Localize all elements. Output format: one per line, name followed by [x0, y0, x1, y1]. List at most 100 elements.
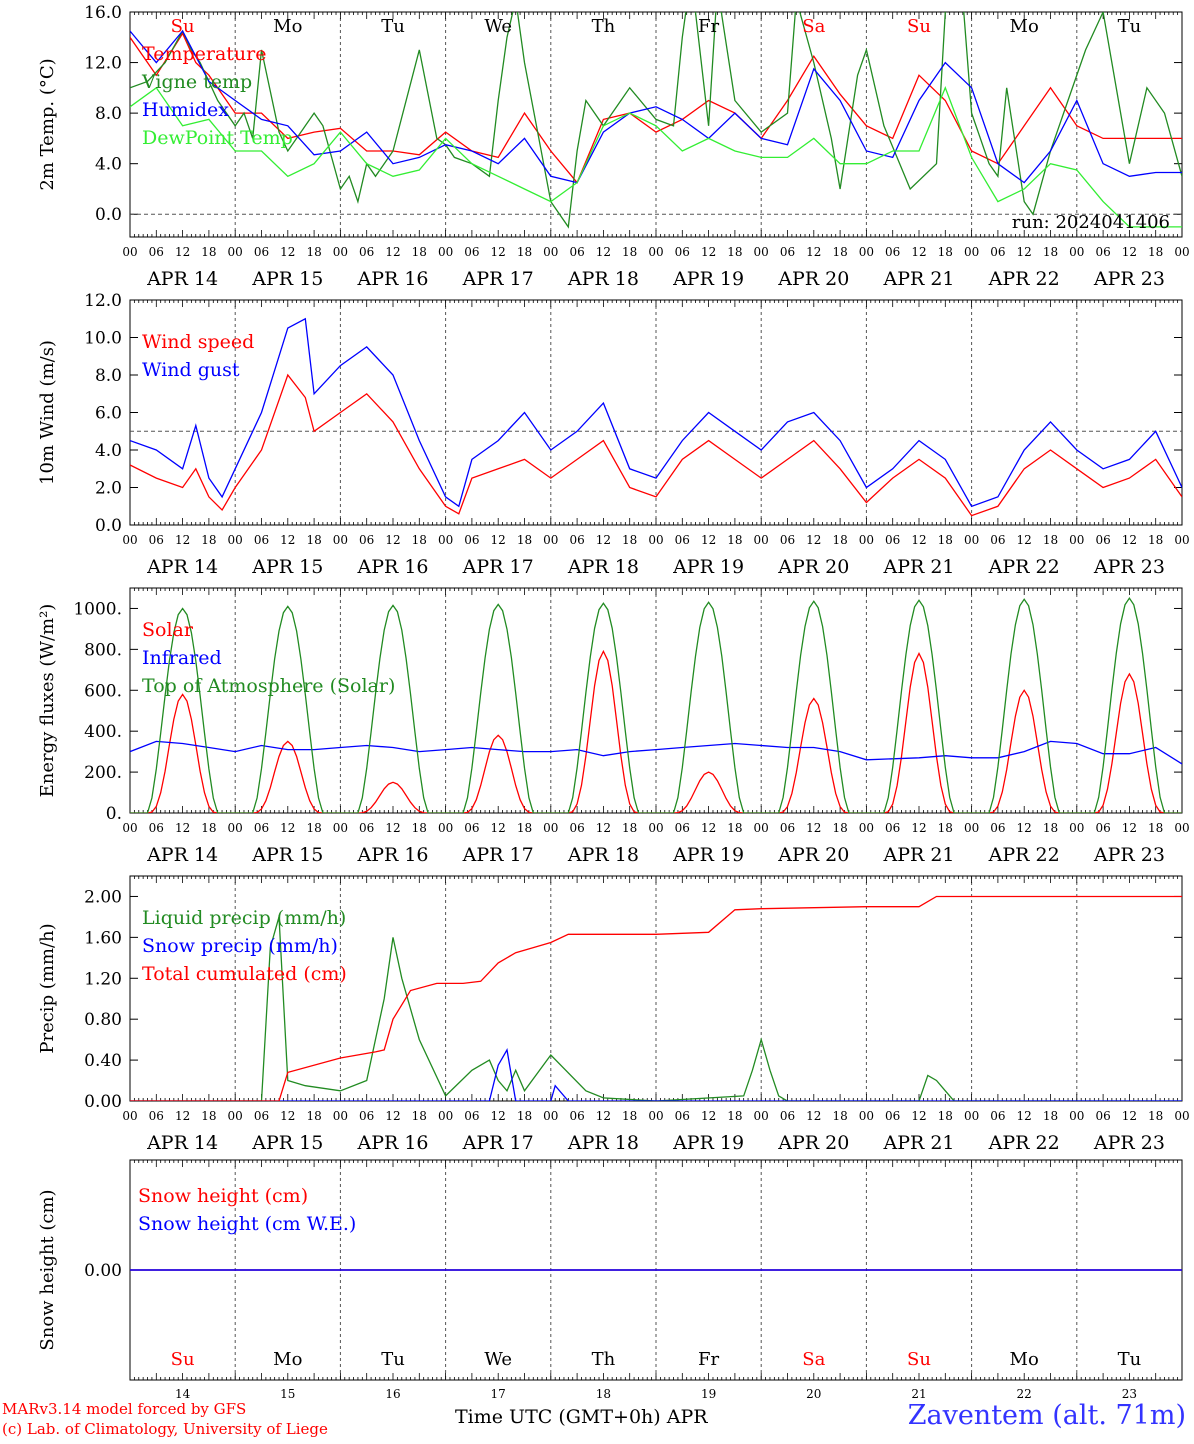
date-label: APR 16: [356, 268, 428, 290]
day-number: 17: [491, 1387, 506, 1401]
y-axis-label: 2m Temp. (°C): [37, 58, 58, 190]
panel-temperature: 0.0 4.0 8.0 12.0 16.0 2m Temp. (°C) Temperatur…: [37, 3, 1190, 290]
hour-label: 00: [333, 821, 348, 835]
hour-label: 06: [990, 245, 1005, 259]
panel-precip: 0.00 0.40 0.80 1.20 1.60 2.00 Precip (mm/h) Liq…: [37, 875, 1190, 1154]
y-tick-label: 0.0: [95, 205, 122, 225]
x-axis-label: Time UTC (GMT+0h) APR: [455, 1406, 708, 1428]
y-tick-label: 0.40: [84, 1051, 122, 1071]
hour-label: 00: [438, 821, 453, 835]
hour-label: 00: [543, 1109, 558, 1123]
series-line-red: [130, 895, 1182, 1101]
hour-label: 06: [780, 1109, 795, 1123]
hour-label: 06: [780, 245, 795, 259]
y-tick-label: 1000.: [73, 599, 122, 619]
hour-label: 18: [832, 821, 847, 835]
hour-label: 00: [333, 245, 348, 259]
hour-label: 00: [754, 533, 769, 547]
hour-label: 00: [122, 245, 137, 259]
hour-label: 06: [569, 533, 584, 547]
hour-label: 12: [806, 245, 821, 259]
hour-label: 18: [412, 821, 427, 835]
hour-label: 18: [1043, 821, 1058, 835]
hour-label: 00: [754, 821, 769, 835]
hour-label: 18: [1148, 245, 1163, 259]
hour-label: 00: [859, 1109, 874, 1123]
hour-label: 12: [701, 533, 716, 547]
hour-label: 06: [149, 533, 164, 547]
hour-label: 06: [254, 821, 269, 835]
day-number: 20: [806, 1387, 821, 1401]
legend-entry: Infrared: [142, 647, 222, 669]
hour-label: 06: [569, 245, 584, 259]
hour-label: 18: [1043, 533, 1058, 547]
hour-label: 06: [149, 245, 164, 259]
y-tick-label: 0.00: [84, 1092, 122, 1112]
hour-label: 00: [1069, 533, 1084, 547]
y-tick-label: 8.0: [95, 366, 122, 386]
hour-label: 00: [1069, 1109, 1084, 1123]
hour-label: 00: [648, 533, 663, 547]
date-label: APR 18: [567, 268, 639, 290]
hour-label: 00: [964, 245, 979, 259]
hour-label: 00: [438, 533, 453, 547]
hour-label: 18: [727, 245, 742, 259]
hour-label: 12: [280, 821, 295, 835]
hour-label: 12: [701, 1109, 716, 1123]
hour-label: 12: [385, 821, 400, 835]
legend-entry: Liquid precip (mm/h): [142, 907, 346, 929]
date-label: APR 15: [251, 844, 323, 866]
hour-label: 12: [175, 1109, 190, 1123]
panel-energy: 0. 200. 400. 600. 800. 1000. Energy fluxes (W/…: [37, 587, 1190, 866]
weekday-label: Su: [907, 1349, 931, 1370]
hour-label: 12: [596, 533, 611, 547]
hour-label: 00: [228, 1109, 243, 1123]
series-group: [130, 597, 1182, 813]
date-label: APR 23: [1093, 844, 1165, 866]
series-line-blue: [130, 317, 1182, 508]
series-line-dark_green: [130, 12, 1182, 229]
hour-label: 18: [517, 821, 532, 835]
series-line-dark_green: [130, 916, 1182, 1101]
hour-label: 12: [1017, 245, 1032, 259]
series-group: [130, 317, 1182, 517]
hour-label: 00: [228, 245, 243, 259]
day-number: 16: [385, 1387, 400, 1401]
plot-frame: [129, 299, 1183, 526]
hour-label: 00: [859, 821, 874, 835]
date-label: APR 23: [1093, 268, 1165, 290]
hour-label: 06: [675, 245, 690, 259]
date-label: APR 16: [356, 844, 428, 866]
date-label: APR 20: [777, 1132, 849, 1154]
run-label: run: 2024041406: [1012, 212, 1170, 233]
weekday-label: Sa: [802, 1349, 825, 1370]
date-label: APR 15: [251, 556, 323, 578]
y-axis-label: Precip (mm/h): [37, 923, 58, 1053]
y-axis-label: Energy fluxes (W/m²): [37, 604, 58, 798]
panel-wind: 0.0 2.0 4.0 6.0 8.0 10.0 12.0 10m Wind (m/s) Win…: [37, 291, 1190, 578]
legend-entry: Vigne temp: [141, 71, 252, 93]
y-tick-label: 600.: [84, 681, 122, 701]
hour-label: 06: [990, 1109, 1005, 1123]
legend-entry: Top of Atmosphere (Solar): [142, 675, 395, 697]
date-label: APR 16: [356, 556, 428, 578]
hour-label: 12: [1017, 1109, 1032, 1123]
hour-label: 12: [280, 1109, 295, 1123]
date-label: APR 18: [567, 556, 639, 578]
hour-label: 18: [622, 245, 637, 259]
legend-entry: Temperature: [142, 43, 266, 65]
hour-label: 12: [280, 245, 295, 259]
hour-label: 00: [859, 245, 874, 259]
plot-frame: [129, 587, 1183, 814]
hour-label: 18: [727, 533, 742, 547]
hour-label: 00: [754, 245, 769, 259]
y-tick-label: 200.: [84, 763, 122, 783]
date-label: APR 16: [356, 1132, 428, 1154]
hour-label: 18: [622, 1109, 637, 1123]
date-label: APR 21: [882, 844, 954, 866]
date-label: APR 15: [251, 268, 323, 290]
y-tick-label: 2.00: [84, 887, 122, 907]
hour-label: 00: [122, 1109, 137, 1123]
